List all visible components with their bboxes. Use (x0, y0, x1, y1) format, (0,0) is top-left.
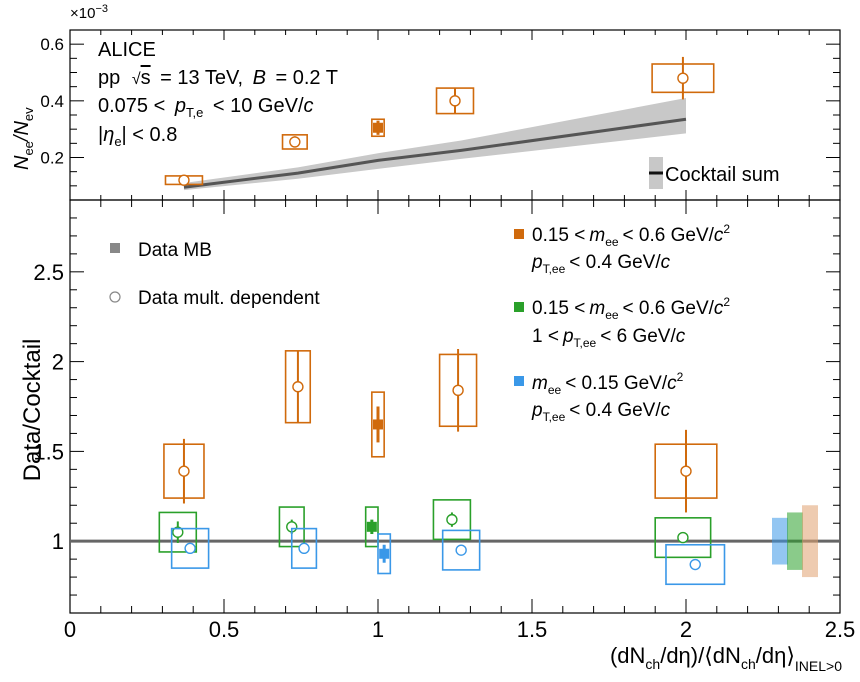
top-ytick-label: 0.6 (40, 35, 64, 54)
legend-entry-line2: pT,ee < 0.4 GeV/c (531, 400, 671, 424)
legend-entry-marker (514, 302, 524, 312)
bottom-xtick-label: 0.5 (209, 617, 240, 642)
bottom-point-marker (298, 542, 310, 555)
bottom-xtick-label: 2.5 (825, 617, 856, 642)
top-ylabel: Nee/Nev (11, 107, 36, 170)
norm-band (772, 517, 788, 565)
top-ytick-label: 0.2 (40, 149, 64, 168)
bottom-mb-point-sys-box (377, 533, 392, 575)
legend-mult-label: Data mult. dependent (138, 288, 320, 309)
bottom-ylabel: Data/Cocktail (19, 339, 46, 482)
legend-entry-line1: 0.15 < mee < 0.6 GeV/c2 (532, 222, 730, 249)
plot-layer: 0.2 0.4 0.6 1 1.5 2 2.5 0 0.5 1 1.5 2 2.5 (33, 29, 856, 642)
cocktail-line (183, 117, 687, 189)
legend-entry-marker (514, 229, 524, 239)
bottom-point-marker (184, 542, 196, 555)
legend-mult-marker (109, 291, 121, 303)
annotation-pt-range: 0.075 < pT,e < 10 GeV/c (98, 95, 314, 122)
top-point-sys-box (281, 134, 308, 150)
bottom-point-marker (680, 465, 692, 477)
bottom-point-sys-box (432, 499, 472, 541)
bottom-xtick-label: 2 (680, 617, 692, 642)
bottom-ytick-label: 1.5 (33, 439, 64, 464)
top-ytick-label: 0.4 (40, 92, 64, 111)
legend-entry-line2: pT,ee < 0.4 GeV/c (531, 252, 671, 276)
norm-band (787, 512, 803, 570)
annotation-system: pp √s = 13 TeV, B = 0.2 T (98, 67, 338, 89)
legend-entry-marker (514, 376, 524, 386)
bottom-xlabel: (dNch/dη)/⟨dNch/dη⟩INEL>0 (610, 643, 842, 674)
bottom-point-marker (178, 465, 190, 477)
legend-entry-line1: 0.15 < mee < 0.6 GeV/c2 (532, 295, 730, 322)
bottom-xtick-label: 1 (372, 617, 384, 642)
annotation-eta: |ηe| < 0.8 (98, 124, 177, 149)
bottom-point-sys-box (441, 529, 481, 571)
norm-band (802, 505, 818, 578)
top-legend: Cocktail sum (649, 157, 779, 189)
bottom-mb-point-marker (366, 521, 377, 532)
bottom-legend-markers: Data MB Data mult. dependent (109, 240, 320, 309)
top-point-marker (449, 95, 461, 107)
bottom-point-marker (455, 544, 467, 556)
bottom-point-marker (292, 381, 304, 393)
bottom-point-marker (172, 526, 184, 538)
bottom-point-marker (677, 531, 689, 544)
bottom-point-sys-box (654, 517, 712, 559)
bottom-ytick-label: 2.5 (33, 260, 64, 285)
legend-cocktail-label: Cocktail sum (665, 164, 779, 186)
top-point-marker (289, 136, 301, 148)
bottom-point-marker (446, 513, 458, 526)
bottom-mb-point-marker (379, 548, 390, 559)
bottom-xtick-label: 1.5 (517, 617, 548, 642)
legend-entry-line2: 1 < pT,ee < 6 GeV/c (532, 326, 686, 350)
legend-entry-line1: mee < 0.15 GeV/c2 (532, 370, 684, 397)
bottom-point-marker (689, 558, 701, 571)
top-mb-point-marker (373, 122, 383, 133)
top-point-marker (677, 72, 689, 84)
bottom-point-sys-box (665, 543, 726, 586)
bottom-point-sys-box (170, 527, 210, 569)
bottom-ytick-label: 2 (52, 350, 64, 375)
annotation-experiment: ALICE (98, 39, 156, 61)
bottom-panel-frame (69, 199, 841, 614)
bottom-xtick-label: 0 (64, 617, 76, 642)
bottom-legend-entries: 0.15 < mee < 0.6 GeV/c2 pT,ee < 0.4 GeV/c 0… (514, 222, 730, 424)
bottom-mb-point-sys-box (371, 391, 385, 458)
bottom-point-sys-box (158, 511, 198, 553)
legend-mb-marker (110, 243, 120, 253)
top-multiplier: ×10−3 (70, 3, 108, 22)
top-annotations: ALICE pp √s = 13 TeV, B = 0.2 T 0.075 < … (98, 39, 338, 149)
legend-mb-label: Data MB (138, 240, 212, 261)
top-point-marker (178, 174, 190, 186)
bottom-mb-point-sys-box (364, 506, 379, 548)
top-mb-point-sys-box (371, 118, 385, 138)
cocktail-band (183, 98, 686, 191)
bottom-mb-point-marker (373, 419, 383, 430)
bottom-ytick-label: 1 (52, 529, 64, 554)
bottom-point-sys-box (290, 527, 318, 569)
bottom-point-marker (452, 384, 464, 397)
